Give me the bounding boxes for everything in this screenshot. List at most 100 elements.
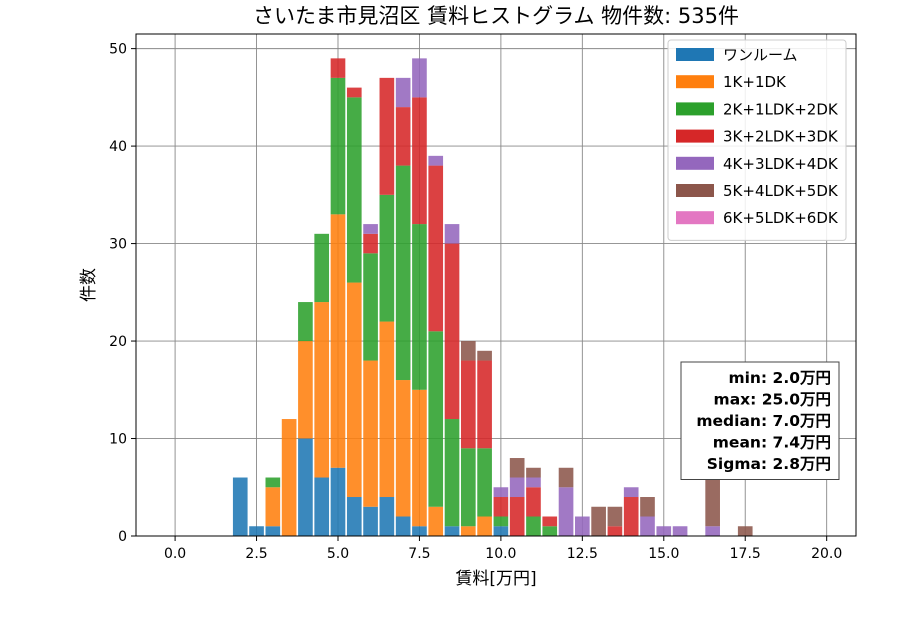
bar-segment-series-3: [623, 497, 639, 536]
bar-segment-series-2: [542, 526, 558, 536]
bar-segment-series-5: [737, 526, 753, 536]
bar-segment-series-1: [346, 282, 362, 498]
bar-segment-series-4: [509, 477, 525, 498]
bar-segment-series-0: [493, 526, 509, 536]
bar-segment-series-0: [298, 438, 313, 536]
legend-label: ワンルーム: [723, 46, 798, 64]
bar-segment-series-3: [493, 497, 509, 517]
x-tick-label: 20.0: [811, 546, 842, 562]
bar-segment-series-1: [265, 487, 281, 527]
bar-segment-series-4: [363, 224, 378, 234]
y-tick-label: 20: [109, 334, 127, 350]
x-tick-label: 5.0: [327, 546, 349, 562]
bar-segment-series-3: [607, 526, 623, 536]
bar-segment-series-1: [298, 341, 313, 439]
bar-segment-series-0: [330, 467, 346, 536]
bar-segment-series-5: [705, 477, 720, 527]
bar-segment-series-3: [379, 77, 395, 195]
y-tick-label: 50: [109, 42, 127, 58]
legend-swatch: [676, 48, 714, 61]
bar-segment-series-1: [412, 389, 427, 527]
y-axis-label: 件数: [79, 268, 99, 302]
stats-box-frame: [680, 361, 840, 480]
bar-segment-series-3: [509, 497, 525, 536]
legend-swatch: [676, 102, 714, 116]
bar-segment-series-0: [444, 526, 460, 536]
bar-segment-series-5: [558, 467, 574, 488]
x-axis-label: 賃料[万円]: [455, 569, 536, 589]
stats-line: Sigma: 2.8万円: [707, 455, 831, 473]
bar-segment-series-2: [412, 224, 427, 390]
bar-segment-series-4: [672, 526, 688, 536]
legend-label: 6K+5LDK+6DK: [723, 209, 839, 227]
bar-segment-series-2: [265, 477, 281, 488]
stats-line: median: 7.0万円: [696, 412, 831, 430]
bar-segment-series-2: [330, 77, 346, 215]
stats-line: mean: 7.4万円: [713, 434, 831, 452]
x-tick-label: 12.5: [567, 546, 598, 562]
bar-segment-series-4: [705, 526, 720, 536]
legend: ワンルーム 1K+1DK 2K+1LDK+2DK 3K+2LDK+3DK 4K+3LDK…: [667, 39, 847, 241]
bar-segment-series-0: [379, 497, 395, 536]
legend-swatch: [676, 156, 714, 170]
x-tick-label: 0.0: [164, 546, 186, 562]
legend-label: 2K+1LDK+2DK: [723, 100, 839, 118]
bar-segment-series-2: [379, 194, 395, 322]
bar-segment-series-5: [526, 467, 541, 478]
x-tick-label: 17.5: [730, 546, 761, 562]
bar-segment-series-1: [460, 526, 476, 536]
bar-segment-series-4: [558, 487, 574, 536]
legend-swatch: [676, 75, 714, 89]
bar-segment-series-3: [330, 58, 346, 78]
bar-segment-series-4: [444, 224, 460, 244]
y-axis-ticks: 0 10 20 30 40 50: [109, 42, 136, 545]
bar-segment-series-5: [477, 350, 492, 361]
x-tick-label: 7.5: [408, 546, 430, 562]
bar-segment-series-2: [493, 516, 509, 527]
bar-segment-series-4: [428, 155, 444, 166]
bars-group: [232, 58, 753, 536]
y-tick-label: 10: [109, 432, 127, 448]
y-tick-label: 0: [118, 529, 127, 545]
bar-segment-series-3: [428, 165, 444, 332]
bar-segment-series-3: [395, 107, 411, 166]
stats-box: min: 2.0万円 max: 25.0万円 median: 7.0万円 mean: …: [680, 361, 840, 480]
bar-segment-series-4: [395, 77, 411, 108]
bar-segment-series-2: [298, 302, 313, 342]
legend-label: 3K+2LDK+3DK: [723, 128, 839, 146]
plot-frame: [135, 33, 857, 537]
bar-segment-series-4: [656, 526, 672, 536]
bar-segment-series-5: [640, 497, 655, 517]
bar-segment-series-3: [346, 87, 362, 98]
bar-segment-series-1: [330, 214, 346, 468]
legend-label: 4K+3LDK+4DK: [723, 155, 839, 173]
bar-segment-series-2: [428, 331, 444, 507]
bar-segment-series-0: [232, 477, 248, 536]
legend-swatch: [676, 129, 714, 143]
bar-segment-series-1: [314, 302, 330, 478]
bar-segment-series-3: [477, 360, 492, 449]
bar-segment-series-2: [526, 516, 541, 536]
bar-segment-series-2: [460, 448, 476, 527]
x-tick-label: 2.5: [245, 546, 267, 562]
bar-segment-series-4: [575, 516, 590, 536]
bar-segment-series-3: [363, 233, 378, 254]
legend-swatch: [676, 184, 714, 197]
bar-segment-series-0: [346, 497, 362, 536]
bar-segment-series-2: [363, 253, 378, 361]
bar-segment-series-1: [363, 360, 378, 507]
bar-segment-series-3: [526, 487, 541, 517]
bar-segment-series-1: [281, 419, 297, 536]
bar-segment-series-0: [363, 506, 378, 536]
bar-segment-series-4: [623, 487, 639, 498]
bar-segment-series-1: [379, 321, 395, 498]
bar-segment-series-4: [493, 487, 509, 498]
bar-segment-series-2: [395, 165, 411, 381]
y-tick-label: 30: [109, 237, 127, 253]
bar-segment-series-0: [314, 477, 330, 536]
bar-segment-series-5: [460, 341, 476, 361]
x-tick-label: 10.0: [485, 546, 516, 562]
legend-swatch: [676, 211, 714, 225]
legend-label: 1K+1DK: [723, 73, 787, 91]
